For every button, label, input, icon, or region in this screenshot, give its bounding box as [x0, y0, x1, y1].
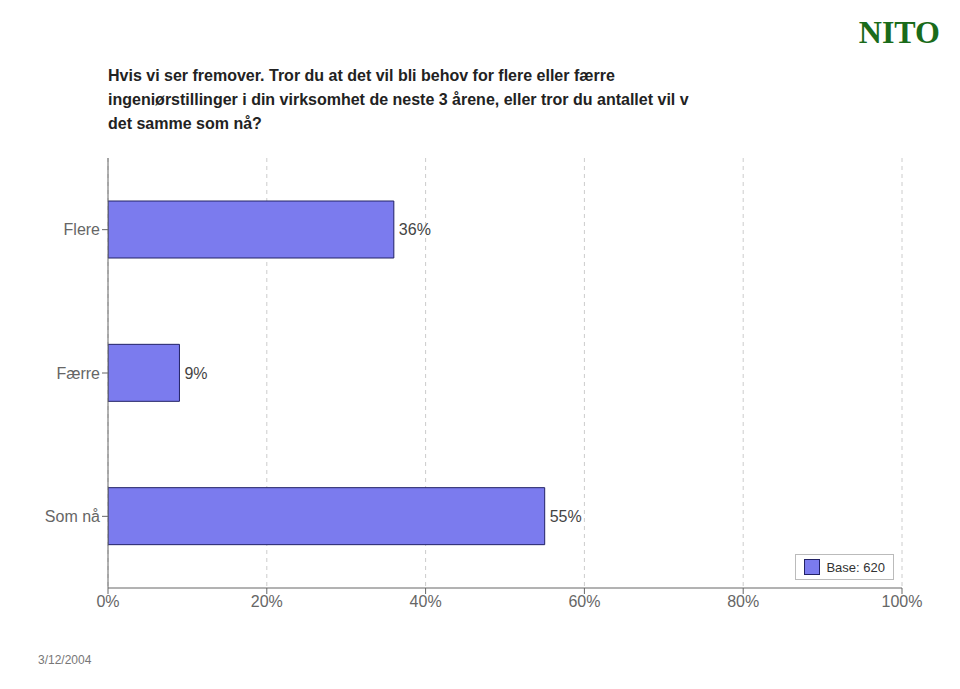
html-text:ingeniørstillinger i din virks: ingeniørstillinger i din virksomhet de n…: [108, 91, 689, 108]
html-text:Hvis vi ser fremover. Tror du: Hvis vi ser fremover. Tror du at det vil…: [108, 67, 615, 84]
svg-text:80%: 80%: [727, 593, 759, 610]
svg-text:100%: 100%: [882, 593, 923, 610]
html-text:3/12/2004: 3/12/2004: [38, 653, 92, 667]
svg-text:Som nå: Som nå: [45, 508, 100, 525]
svg-text:9%: 9%: [184, 365, 207, 382]
html-text:det samme som nå?: det samme som nå?: [108, 115, 262, 132]
svg-text:36%: 36%: [399, 221, 431, 238]
html-text:NITO: NITO: [858, 14, 940, 50]
svg-text:20%: 20%: [251, 593, 283, 610]
svg-text:55%: 55%: [550, 508, 582, 525]
svg-text:Færre: Færre: [56, 365, 100, 382]
svg-text:60%: 60%: [568, 593, 600, 610]
svg-text:0%: 0%: [96, 593, 119, 610]
html-text:Base: 620: Base: 620: [826, 559, 885, 575]
svg-text:40%: 40%: [410, 593, 442, 610]
svg-text:Flere: Flere: [64, 221, 101, 238]
